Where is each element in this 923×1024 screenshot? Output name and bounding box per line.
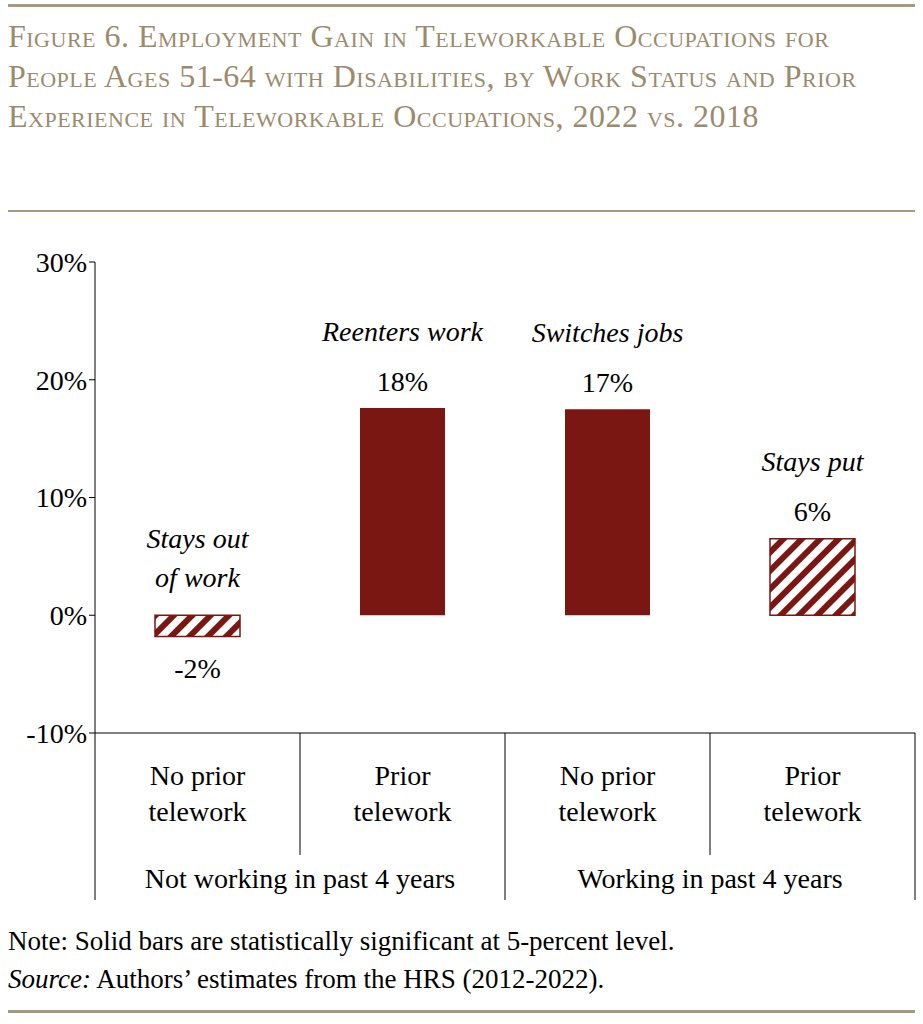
svg-text:20%: 20% [36,365,87,396]
svg-text:of work: of work [155,562,240,593]
svg-text:6%: 6% [794,496,831,527]
svg-text:30%: 30% [36,247,87,278]
html-text:Figure 6. Employment Gain in T: Figure 6. Employment Gain in Teleworkabl… [8,18,857,134]
svg-text:Switches jobs: Switches jobs [532,317,684,348]
svg-text:10%: 10% [36,482,87,513]
svg-text:18%: 18% [377,366,428,397]
svg-text:Not working in past 4 years: Not working in past 4 years [145,863,455,894]
svg-text:Prior: Prior [375,760,432,791]
svg-text:telework: telework [559,796,657,827]
html-text:Source: Authors’ estimates fro: Source: Authors’ estimates from the HRS … [8,964,605,994]
svg-text:telework: telework [764,796,862,827]
svg-text:Stays put: Stays put [762,446,865,477]
svg-text:telework: telework [149,796,247,827]
html-text:Note: Solid bars are statistic: Note: Solid bars are statistically signi… [8,926,675,956]
svg-text:telework: telework [354,796,452,827]
svg-text:Stays out: Stays out [147,523,250,554]
svg-text:-2%: -2% [174,653,221,684]
svg-text:0%: 0% [50,600,87,631]
svg-text:Working in past 4 years: Working in past 4 years [577,863,842,894]
svg-text:-10%: -10% [26,718,87,749]
svg-text:17%: 17% [582,367,633,398]
svg-text:No prior: No prior [560,760,656,791]
svg-text:Prior: Prior [785,760,842,791]
svg-text:No prior: No prior [150,760,246,791]
svg-text:Reenters work: Reenters work [321,316,484,347]
